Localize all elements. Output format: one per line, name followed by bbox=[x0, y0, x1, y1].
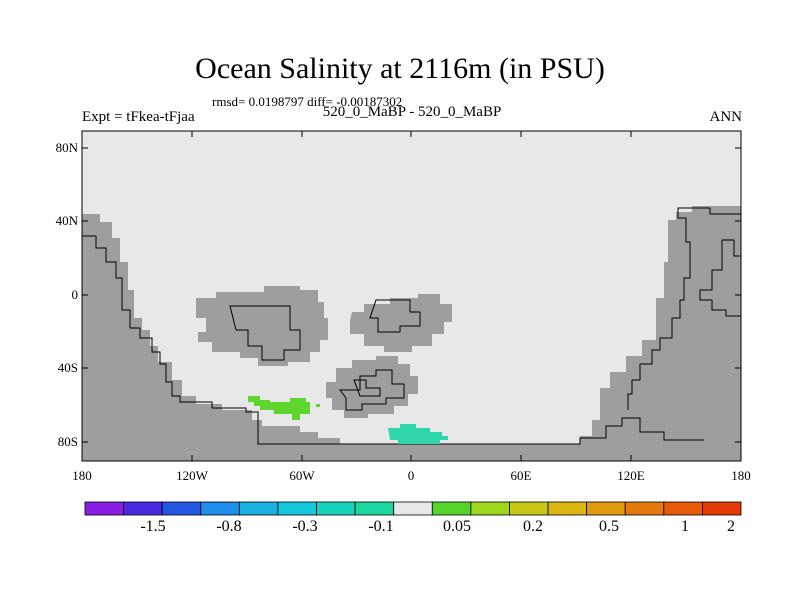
land-east bbox=[410, 206, 741, 461]
map-title: Ocean Salinity at 2116m (in PSU) bbox=[195, 52, 605, 85]
colorbar-label: -0.1 bbox=[368, 518, 394, 535]
colorbar-swatch bbox=[470, 501, 510, 516]
island-lower bbox=[326, 356, 418, 418]
colorbar-label: -0.8 bbox=[216, 518, 242, 535]
y-tick-label: 40N bbox=[55, 213, 78, 228]
x-tick-label: 0 bbox=[407, 468, 415, 483]
y-tick-label: 80S bbox=[57, 434, 78, 449]
y-tick-label: 40S bbox=[57, 360, 78, 375]
y-tick-label: 0 bbox=[71, 287, 79, 302]
anomaly-green-dot bbox=[316, 404, 320, 407]
y-axis-ticks bbox=[82, 147, 741, 443]
colorbar bbox=[84, 501, 742, 516]
island-left bbox=[196, 286, 328, 366]
colorbar-label: -0.3 bbox=[292, 518, 318, 535]
colorbar-swatch bbox=[547, 501, 588, 516]
colorbar-label: -1.5 bbox=[140, 518, 166, 535]
x-tick-label: 60W bbox=[289, 468, 315, 483]
colorbar-swatch bbox=[624, 501, 665, 516]
colorbar-swatch bbox=[663, 501, 703, 516]
colorbar-swatch bbox=[84, 501, 124, 516]
colorbar-swatch bbox=[316, 501, 356, 516]
colorbar-swatch bbox=[431, 501, 472, 516]
season-label: ANN bbox=[709, 109, 743, 125]
colorbar-swatch bbox=[354, 501, 395, 516]
colorbar-swatch bbox=[161, 501, 202, 516]
colorbar-swatch bbox=[509, 501, 549, 516]
colorbar-swatch bbox=[238, 501, 279, 516]
colorbar-label: 1 bbox=[681, 518, 689, 535]
island-right bbox=[350, 294, 452, 352]
y-tick-label: 80N bbox=[55, 140, 78, 155]
stats-text: rmsd= 0.0198797 diff= -0.00187302 bbox=[212, 94, 403, 109]
anomaly-teal-patch bbox=[388, 424, 448, 444]
colorbar-swatch bbox=[200, 501, 240, 516]
x-axis-ticks bbox=[191, 131, 632, 461]
land-west bbox=[82, 214, 410, 461]
x-tick-label: 120W bbox=[176, 468, 208, 483]
x-tick-label: 180 bbox=[731, 468, 751, 483]
x-tick-label: 180 bbox=[72, 468, 92, 483]
colorbar-swatch bbox=[123, 501, 163, 516]
experiment-label: Expt = tFkea-tFjaa bbox=[82, 109, 195, 125]
colorbar-swatch bbox=[277, 501, 317, 516]
colorbar-label: 0.05 bbox=[443, 518, 471, 535]
colorbar-label: 0.5 bbox=[599, 518, 619, 535]
x-tick-label: 60E bbox=[510, 468, 532, 483]
x-tick-label: 120E bbox=[617, 468, 645, 483]
colorbar-label: 0.2 bbox=[523, 518, 543, 535]
colorbar-swatch bbox=[702, 501, 742, 516]
coastlines bbox=[82, 207, 741, 445]
period-label: 520_0_MaBP - 520_0_MaBP bbox=[322, 104, 502, 120]
anomaly-green-patch bbox=[248, 396, 310, 420]
colorbar-swatch bbox=[586, 501, 626, 516]
colorbar-swatch bbox=[393, 501, 433, 516]
colorbar-label: 2 bbox=[727, 518, 735, 535]
